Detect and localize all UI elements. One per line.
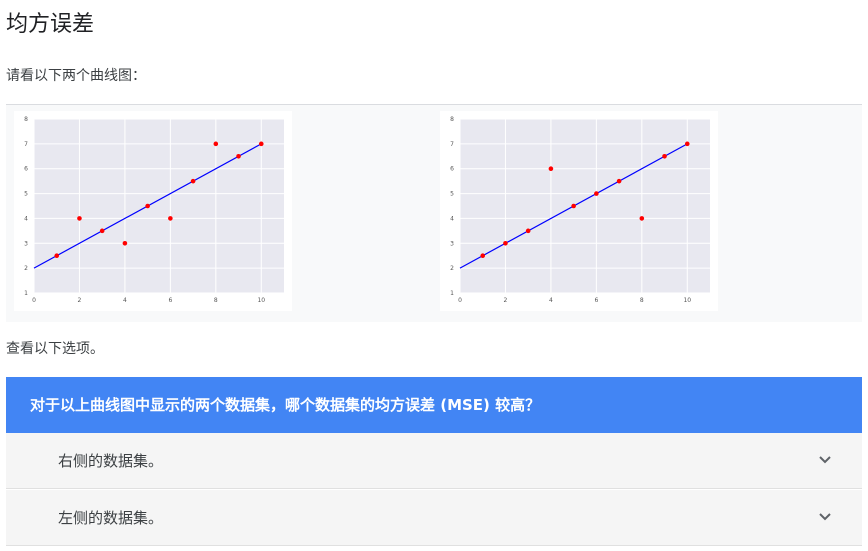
chevron-down-icon[interactable] <box>818 455 832 465</box>
y-tick-label: 6 <box>24 166 28 173</box>
x-tick-label: 0 <box>458 297 462 304</box>
data-point <box>99 228 105 234</box>
question-header: 对于以上曲线图中显示的两个数据集，哪个数据集的均方误差 (MSE) 较高？ <box>6 377 862 433</box>
y-tick-label: 5 <box>24 191 28 198</box>
data-point <box>594 191 599 196</box>
data-point <box>168 216 173 221</box>
charts-panel: 0 2 4 6 8 10 1 2 3 4 5 6 7 8 0 2 4 6 8 10 1 2 3 4 5 6 7 8 <box>6 104 862 322</box>
y-tick-label: 8 <box>24 116 28 123</box>
y-tick-label: 7 <box>450 141 454 148</box>
y-tick-label: 6 <box>450 166 454 173</box>
data-point <box>122 240 128 246</box>
y-tick-label: 1 <box>450 290 454 297</box>
y-tick-label: 7 <box>24 141 28 148</box>
data-point <box>145 203 150 209</box>
y-tick-label: 4 <box>24 215 28 222</box>
x-tick-label: 6 <box>594 297 598 304</box>
x-tick-label: 4 <box>123 297 127 304</box>
option-right-dataset[interactable]: 右侧的数据集。 <box>6 433 862 489</box>
data-point <box>571 203 576 209</box>
data-point <box>190 178 196 184</box>
data-point <box>213 141 219 147</box>
x-tick-label: 8 <box>640 297 644 304</box>
x-tick-label: 4 <box>549 297 553 304</box>
data-point <box>54 253 60 259</box>
x-tick-label: 10 <box>683 297 691 304</box>
option-label: 右侧的数据集。 <box>58 452 164 470</box>
x-tick-label: 10 <box>257 297 265 304</box>
y-tick-label: 3 <box>24 240 28 247</box>
y-tick-label: 5 <box>450 191 454 198</box>
y-tick-label: 2 <box>450 265 454 272</box>
page-title: 均方误差 <box>6 12 95 37</box>
data-point <box>525 228 531 234</box>
x-tick-label: 6 <box>168 297 172 304</box>
plot-area <box>34 119 284 293</box>
x-tick-label: 2 <box>504 297 508 304</box>
data-point <box>236 153 241 159</box>
data-point <box>548 166 554 172</box>
y-tick-label: 1 <box>24 290 28 297</box>
x-tick-label: 8 <box>214 297 218 304</box>
y-tick-label: 3 <box>450 240 454 247</box>
chevron-down-icon[interactable] <box>818 512 832 522</box>
options-intro: 查看以下选项。 <box>6 341 104 357</box>
data-point <box>639 216 645 221</box>
data-point <box>480 253 486 259</box>
x-tick-label: 2 <box>78 297 82 304</box>
data-point <box>258 141 264 147</box>
plot-area <box>460 119 710 293</box>
data-point <box>503 240 508 246</box>
data-point <box>684 141 690 147</box>
y-tick-label: 4 <box>450 215 454 222</box>
data-point <box>662 153 667 159</box>
intro-text: 请看以下两个曲线图： <box>6 68 146 84</box>
data-point <box>616 178 622 184</box>
y-tick-label: 2 <box>24 265 28 272</box>
data-point <box>77 216 82 221</box>
option-label: 左侧的数据集。 <box>58 509 164 527</box>
y-tick-label: 8 <box>450 116 454 123</box>
option-left-dataset[interactable]: 左侧的数据集。 <box>6 490 862 546</box>
x-tick-label: 0 <box>32 297 36 304</box>
